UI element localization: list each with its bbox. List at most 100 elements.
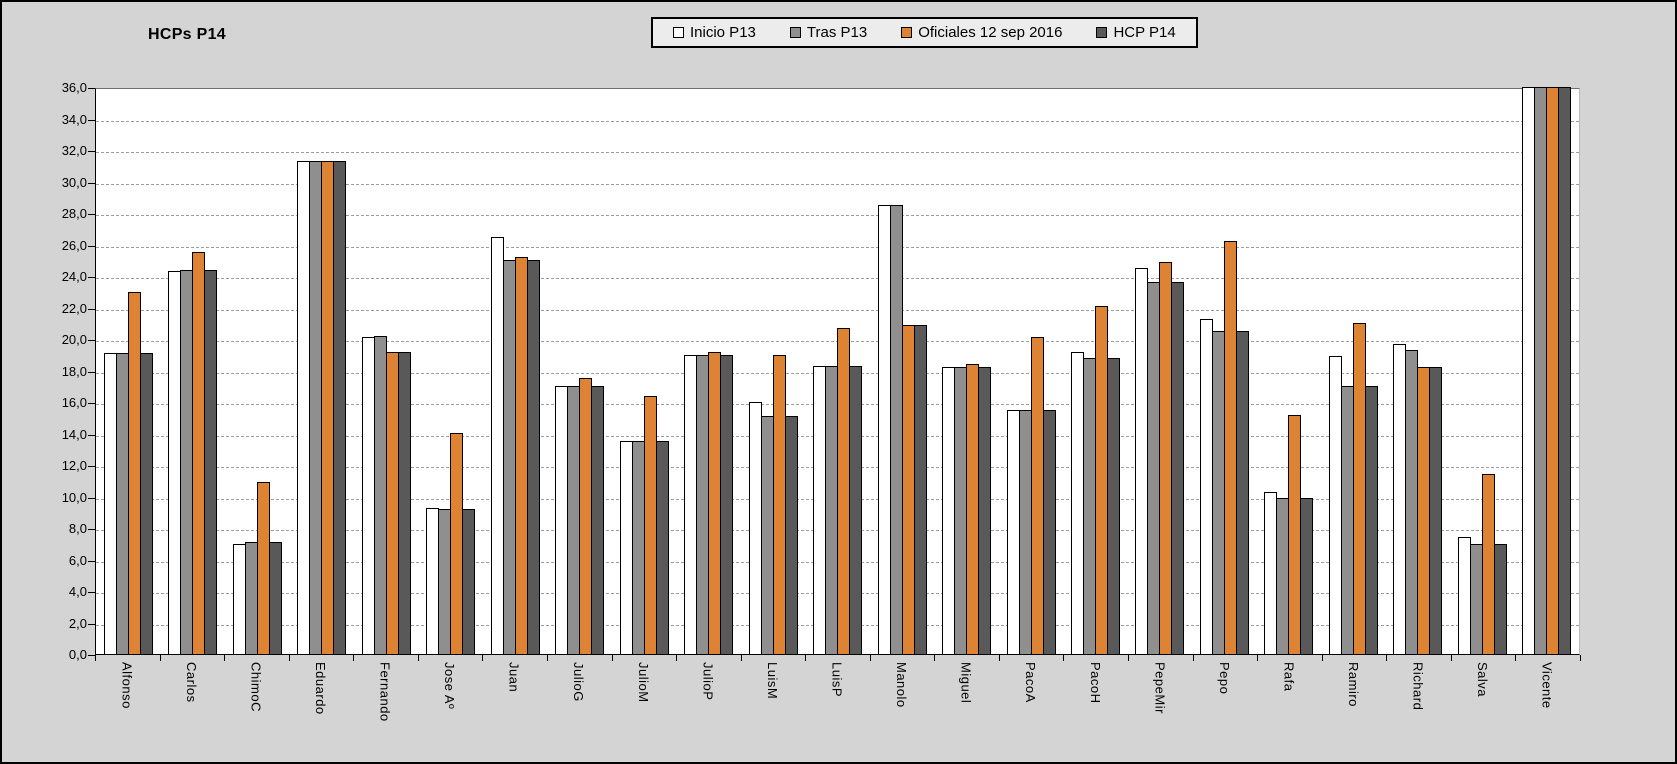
y-axis-label: 4,0 [68, 584, 87, 599]
y-axis-label: 12,0 [61, 458, 87, 473]
x-axis-tick [934, 655, 936, 661]
x-axis-tick [95, 655, 96, 661]
y-axis-tick [88, 182, 95, 184]
legend-label: Oficiales 12 sep 2016 [918, 24, 1063, 41]
bar-group-PacoH [1063, 89, 1127, 654]
bar-HCP-P14-Ramiro[interactable] [1364, 386, 1378, 654]
x-axis-label-Manolo: Manolo [894, 662, 910, 708]
bar-HCP-P14-JulioM[interactable] [655, 441, 669, 654]
bar-HCP-P14-PacoH[interactable] [1107, 358, 1120, 654]
y-axis-label: 22,0 [61, 300, 87, 316]
x-axis-tick [1321, 655, 1323, 661]
x-axis-tick [805, 655, 807, 661]
bar-HCP-P14-PepeMir[interactable] [1171, 282, 1185, 654]
x-axis-label-PacoH: PacoH [1087, 662, 1103, 704]
legend-swatch-icon [901, 27, 913, 38]
y-axis-tick [88, 245, 95, 247]
gridline-30,0 [96, 183, 1579, 185]
x-axis-tick [611, 655, 613, 661]
y-axis-tick [88, 308, 95, 310]
bar-group-Carlos [160, 89, 224, 654]
x-axis-label-JulioM: JulioM [635, 662, 651, 703]
x-axis-tick [1128, 655, 1130, 661]
bar-group-Ramiro [1321, 89, 1385, 654]
bar-group-Rafa [1257, 89, 1321, 654]
bar-HCP-P14-Miguel[interactable] [978, 367, 992, 654]
x-axis-label-Pepo: Pepo [1216, 662, 1232, 695]
bar-HCP-P14-Pepo[interactable] [1235, 331, 1249, 654]
bar-HCP-P14-Richard[interactable] [1429, 367, 1443, 654]
bar-group-Miguel [934, 89, 998, 654]
x-axis-label-JulioP: JulioP [700, 662, 716, 701]
bar-group-PepeMir [1128, 89, 1192, 654]
legend-item-Tras-P13[interactable]: Tras P13 [789, 24, 868, 41]
x-axis-label-JulioG: JulioG [571, 662, 587, 702]
bar-HCP-P14-PacoA[interactable] [1042, 410, 1056, 654]
y-axis-label: 28,0 [61, 206, 87, 221]
bar-group-JulioP [676, 89, 740, 654]
bar-HCP-P14-Manolo[interactable] [913, 325, 927, 654]
y-axis-label: 18,0 [61, 363, 87, 379]
legend-label: Inicio P13 [690, 24, 756, 41]
gridline-32,0 [96, 152, 1579, 153]
x-axis-label-Carlos: Carlos [183, 662, 199, 703]
bar-HCP-P14-Fernando[interactable] [397, 352, 411, 654]
bar-HCP-P14-JulioP[interactable] [720, 355, 734, 654]
bar-group-PacoA [999, 89, 1063, 654]
bar-group-Vicente [1515, 87, 1579, 654]
legend-item-Inicio-P13[interactable]: Inicio P13 [673, 24, 756, 41]
x-axis-tick [1580, 655, 1581, 661]
x-axis-tick [353, 655, 355, 661]
y-axis-tick [88, 434, 95, 436]
y-axis-label: 34,0 [61, 111, 87, 127]
y-axis-label: 16,0 [61, 395, 87, 410]
y-axis-label: 14,0 [61, 426, 87, 442]
plot-area [95, 87, 1580, 655]
legend-swatch-icon [789, 27, 801, 38]
bar-HCP-P14-Alfonso[interactable] [139, 353, 153, 654]
x-axis-tick [288, 655, 290, 661]
bar-group-Manolo [870, 89, 934, 654]
bar-HCP-P14-Salva[interactable] [1493, 544, 1507, 654]
x-axis-label-PepeMir: PepeMir [1152, 662, 1168, 714]
bar-HCP-P14-Rafa[interactable] [1300, 498, 1314, 654]
y-axis-tick [88, 497, 95, 499]
x-axis-tick [740, 655, 742, 661]
y-axis-label: 30,0 [61, 174, 87, 190]
x-axis-label-Juan: Juan [506, 662, 522, 693]
x-axis-label-Fernando: Fernando [377, 662, 393, 722]
y-axis-tick [88, 560, 95, 562]
x-axis-tick [417, 655, 419, 661]
bar-HCP-P14-JulioG[interactable] [591, 386, 605, 654]
gridline-34,0 [96, 120, 1579, 122]
legend[interactable]: Inicio P13 Tras P13 Oficiales 12 sep 2016 H… [651, 17, 1198, 48]
bar-group-Fernando [354, 89, 418, 654]
bar-HCP-P14-ChimoC[interactable] [268, 542, 282, 654]
bar-HCP-P14-LuisP[interactable] [849, 366, 863, 654]
x-axis-tick [482, 655, 484, 661]
y-axis-tick [88, 214, 95, 215]
bar-HCP-P14-Juan[interactable] [526, 260, 540, 654]
y-axis-tick [88, 529, 95, 530]
legend-label: Tras P13 [806, 24, 868, 41]
bar-group-JulioG [547, 89, 611, 654]
bar-HCP-P14-Vicente[interactable] [1558, 87, 1572, 654]
bar-HCP-P14-Carlos[interactable] [204, 270, 218, 654]
legend-item-Oficiales-12-sep-2016[interactable]: Oficiales 12 sep 2016 [901, 24, 1062, 41]
bar-HCP-P14-LuisM[interactable] [784, 416, 798, 654]
y-axis-tick [88, 151, 95, 152]
y-axis-label: 0,0 [68, 647, 87, 662]
bars-layer [96, 87, 1579, 654]
x-axis-tick [1257, 655, 1259, 661]
bar-HCP-P14-Jose Aº[interactable] [462, 509, 476, 654]
x-axis-label-Richard: Richard [1410, 662, 1426, 711]
bar-group-Jose Aº [418, 89, 482, 654]
bar-HCP-P14-Eduardo[interactable] [333, 161, 347, 654]
x-axis-label-Ramiro: Ramiro [1346, 662, 1362, 707]
y-axis-label: 20,0 [61, 332, 87, 347]
legend-item-HCP-P14[interactable]: HCP P14 [1096, 24, 1176, 41]
gridline-22,0 [96, 309, 1579, 311]
x-axis-tick [1192, 655, 1194, 661]
legend-swatch-icon [673, 27, 684, 38]
y-axis-label: 36,0 [61, 80, 87, 95]
